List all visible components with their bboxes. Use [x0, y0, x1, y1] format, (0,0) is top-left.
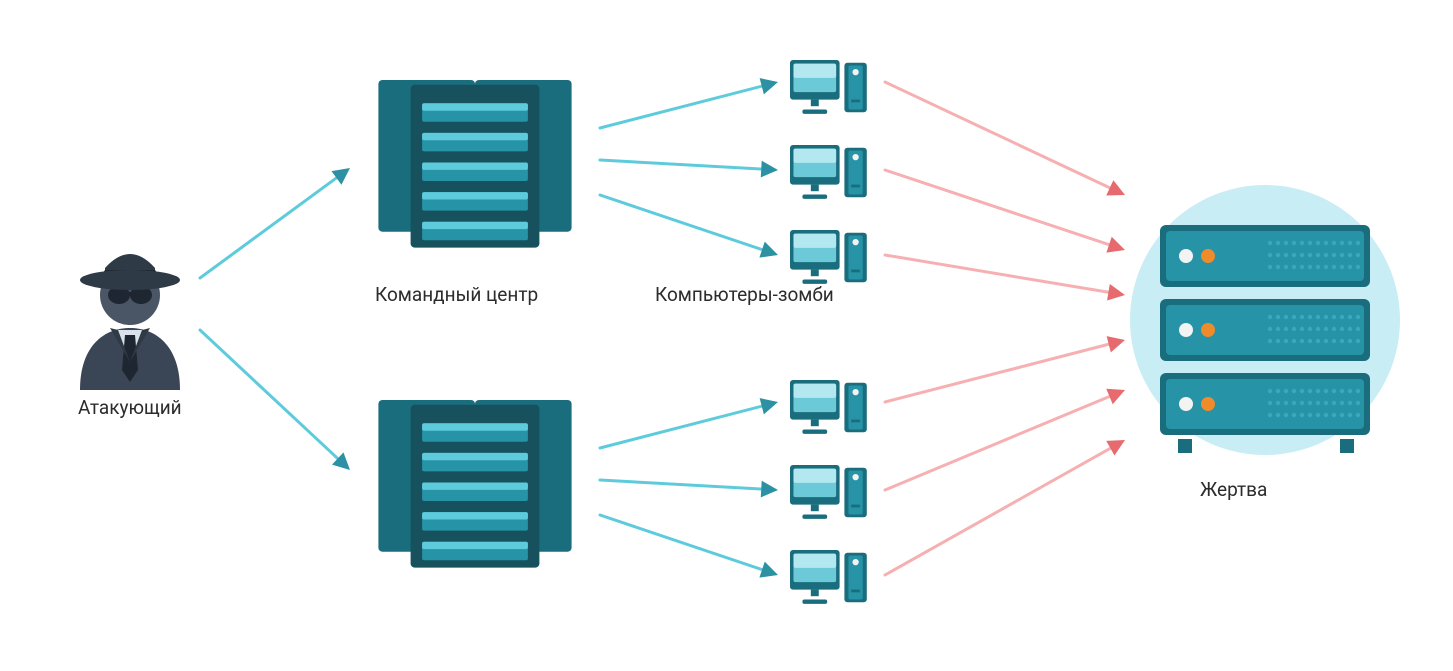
- zombie-pc: [790, 380, 870, 435]
- victim-icon: [1120, 165, 1410, 465]
- zombies-label: Компьютеры-зомби: [655, 283, 834, 306]
- zombie-pc: [790, 465, 870, 520]
- zombie-pc: [790, 230, 870, 285]
- command-center-label: Командный центр: [375, 283, 538, 306]
- zombie-pc: [790, 145, 870, 200]
- command-center-top: [360, 70, 590, 255]
- zombie-pc: [790, 550, 870, 605]
- attacker-node: [60, 230, 200, 390]
- victim-node: [1120, 165, 1410, 469]
- diagram-stage: { "diagram": { "type": "flowchart", "bac…: [0, 0, 1453, 671]
- zombie-pc: [790, 60, 870, 115]
- command-center-bottom: [360, 390, 590, 575]
- attacker-icon: [60, 230, 200, 390]
- attacker-label: Атакующий: [78, 396, 182, 419]
- victim-label: Жертва: [1200, 478, 1267, 501]
